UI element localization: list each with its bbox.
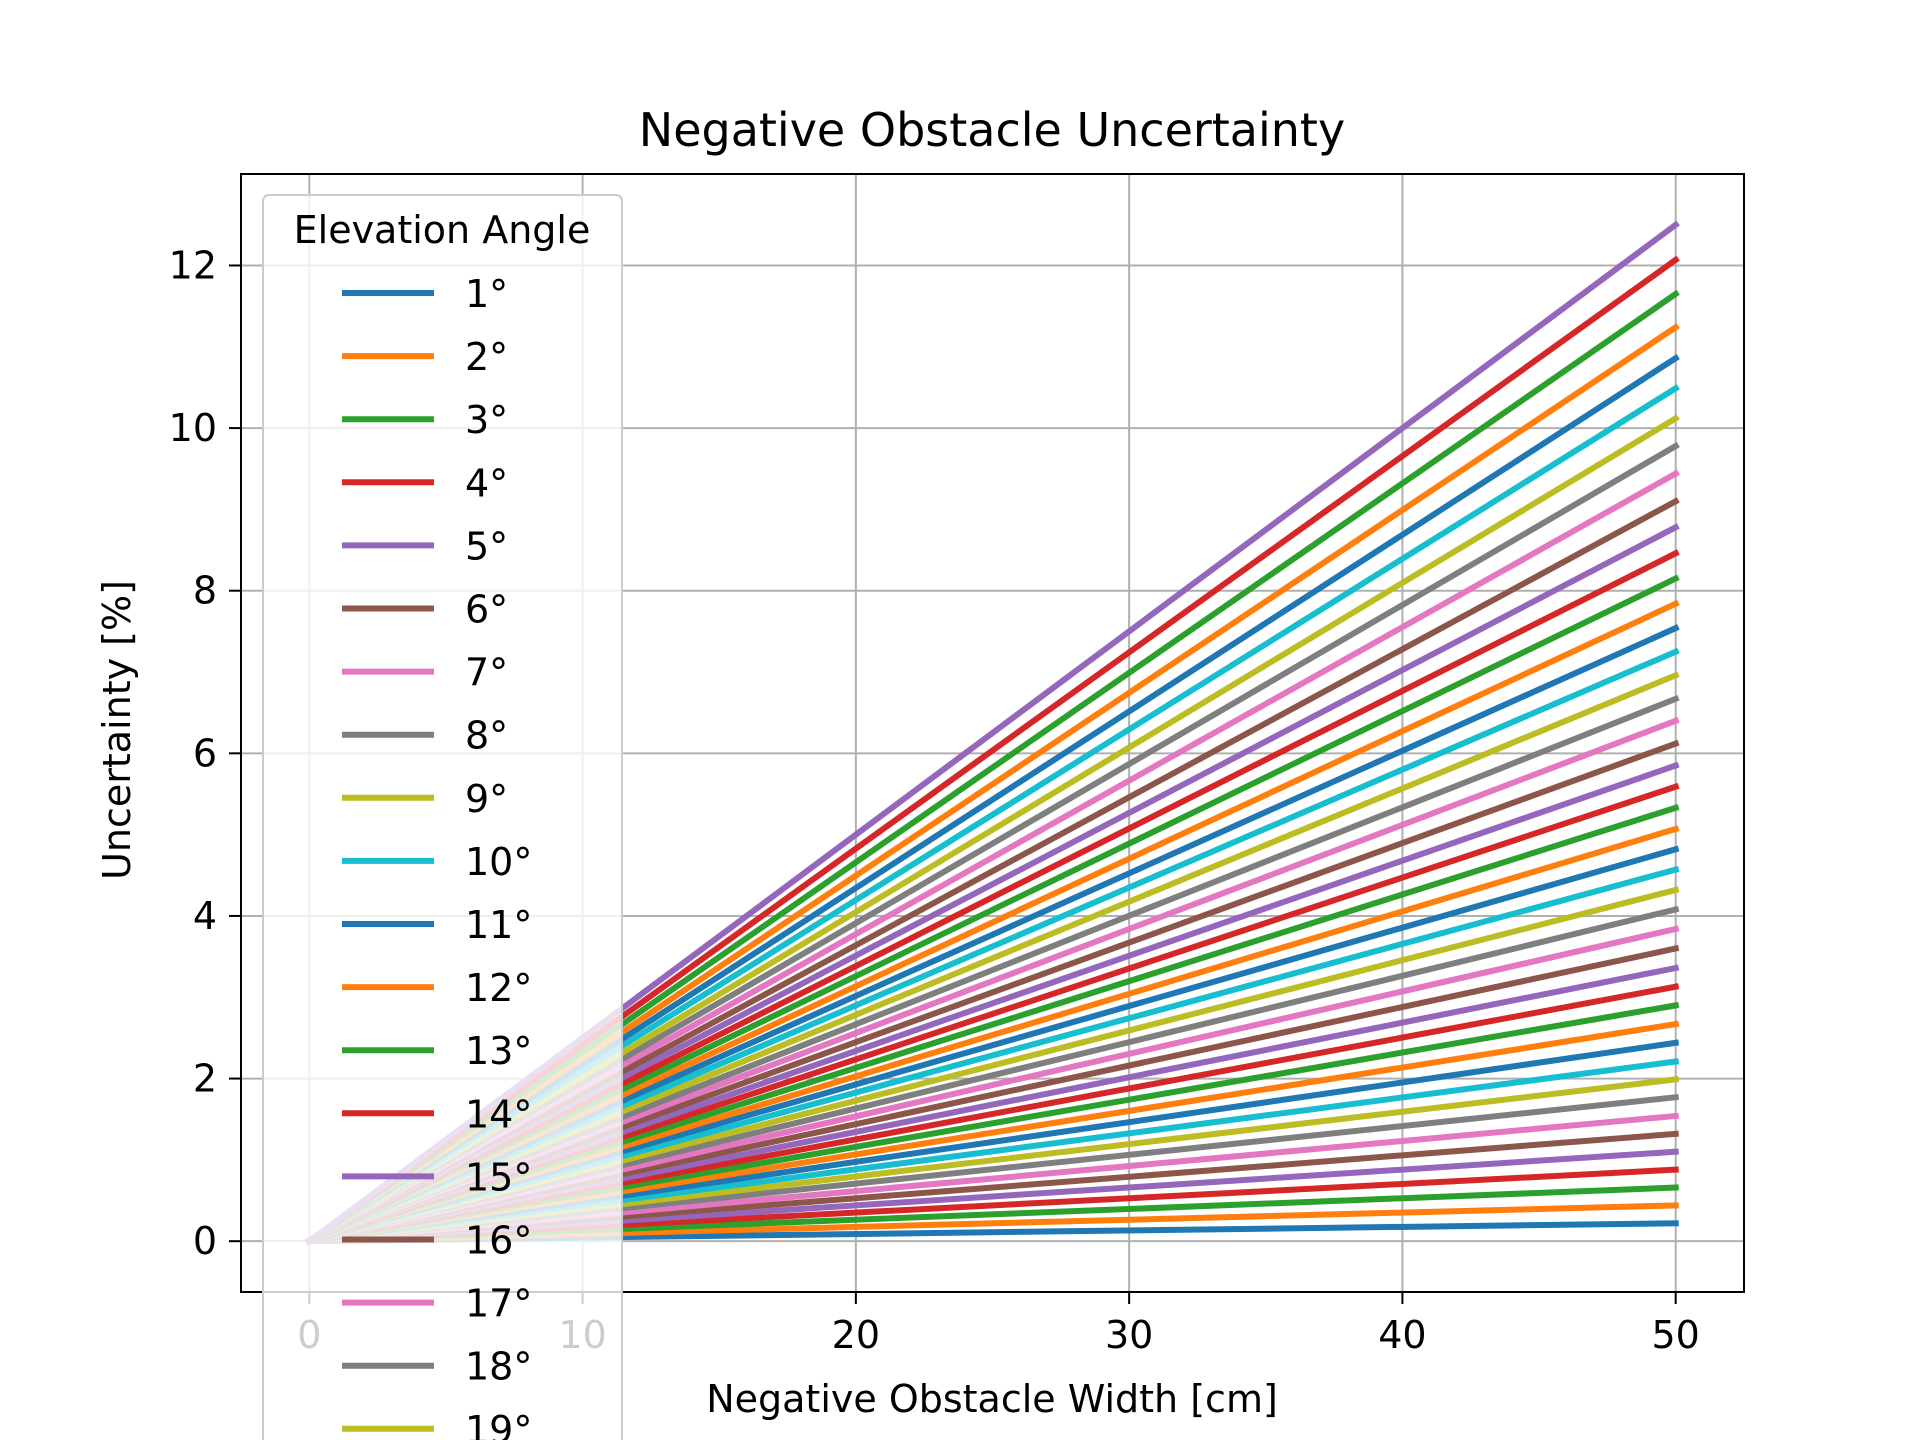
- legend-label: 4°: [465, 461, 508, 505]
- y-tick-label: 0: [193, 1219, 217, 1263]
- y-tick-label: 2: [193, 1057, 217, 1101]
- legend-label: 11°: [465, 903, 532, 947]
- x-tick-label: 50: [1652, 1313, 1700, 1357]
- x-tick-label: 30: [1105, 1313, 1153, 1357]
- legend-label: 12°: [465, 966, 532, 1010]
- legend-label: 8°: [465, 714, 508, 758]
- legend-label: 9°: [465, 777, 508, 821]
- legend-label: 6°: [465, 588, 508, 632]
- x-tick-label: 40: [1378, 1313, 1426, 1357]
- legend-label: 1°: [465, 272, 508, 316]
- y-tick-label: 12: [169, 243, 217, 287]
- chart-title: Negative Obstacle Uncertainty: [639, 103, 1345, 157]
- legend-label: 17°: [465, 1282, 532, 1326]
- legend-label: 3°: [465, 398, 508, 442]
- legend-label: 2°: [465, 335, 508, 379]
- y-tick-label: 8: [193, 569, 217, 613]
- legend-box: [262, 194, 623, 1440]
- legend-label: 18°: [465, 1345, 532, 1389]
- y-axis-label: Uncertainty [%]: [95, 580, 139, 880]
- y-tick-label: 10: [169, 406, 217, 450]
- legend-label: 5°: [465, 524, 508, 568]
- legend-label: 10°: [465, 840, 532, 884]
- legend: Elevation Angle 1° 2° 3° 4° 5° 6° 7° 8° 9° 10° 11°…: [262, 194, 623, 1440]
- legend-label: 16°: [465, 1219, 532, 1263]
- y-tick-label: 6: [193, 731, 217, 775]
- x-axis-label: Negative Obstacle Width [cm]: [706, 1377, 1278, 1421]
- y-tick-label: 4: [193, 894, 217, 938]
- legend-label: 19°: [465, 1408, 532, 1440]
- legend-entries: 1° 2° 3° 4° 5° 6° 7° 8° 9° 10° 11° 12° 13° 14° 15° 16° 1…: [342, 272, 532, 1440]
- legend-label: 15°: [465, 1155, 532, 1199]
- axes-frame: [240, 173, 1745, 1293]
- x-tick-label: 20: [832, 1313, 880, 1357]
- legend-label: 13°: [465, 1029, 532, 1073]
- legend-title: Elevation Angle: [294, 208, 591, 252]
- legend-label: 14°: [465, 1092, 532, 1136]
- legend-label: 7°: [465, 651, 508, 695]
